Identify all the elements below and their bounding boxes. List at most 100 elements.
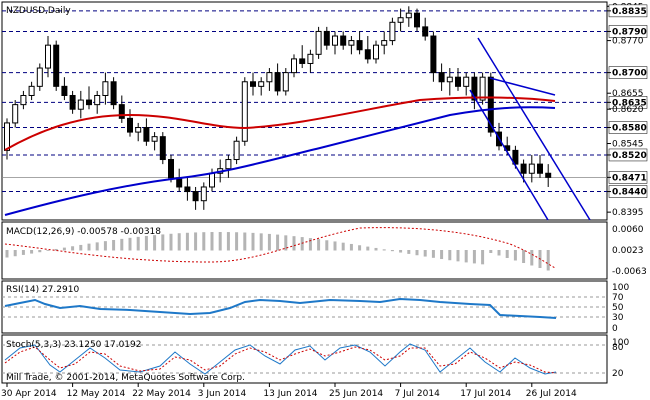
- stoch-pane-frame: [1, 334, 608, 384]
- macd-bar: [366, 246, 370, 251]
- candle: [479, 72, 486, 105]
- chart-title: NZDUSD,Daily: [6, 6, 71, 16]
- candle: [323, 26, 330, 50]
- price-tick-label: 0.8790: [612, 27, 647, 37]
- candle-body: [94, 94, 101, 106]
- macd-bar: [185, 232, 189, 251]
- stoch-tick-0: 100: [612, 338, 629, 348]
- time-tick-label: 3 Jun 2014: [198, 389, 247, 399]
- candle: [159, 132, 166, 165]
- macd-bar: [210, 232, 214, 251]
- macd-bar: [382, 249, 386, 251]
- macd-bar: [530, 250, 534, 266]
- candle: [446, 68, 453, 96]
- candle: [225, 154, 232, 178]
- candle: [389, 17, 396, 46]
- macd-bar: [161, 234, 165, 251]
- macd-bar: [374, 247, 378, 251]
- candle-body: [487, 76, 494, 133]
- price-tick-label: 0.8580: [612, 124, 647, 134]
- candle: [86, 86, 92, 110]
- macd-bar: [341, 242, 345, 251]
- candle-body: [405, 12, 412, 19]
- macd-bar: [390, 250, 394, 252]
- candle-body: [438, 72, 445, 83]
- candle: [422, 17, 429, 41]
- candle: [20, 90, 27, 110]
- main-pane-frame: [1, 1, 608, 221]
- candle-body: [77, 99, 84, 110]
- candle: [4, 118, 10, 160]
- candle-body: [364, 49, 371, 60]
- macd-bar: [349, 243, 353, 251]
- candle: [471, 72, 478, 110]
- candle: [274, 63, 281, 96]
- candle: [151, 132, 158, 151]
- ma-red-line: [4, 96, 556, 151]
- candle: [438, 63, 445, 91]
- time-tick-label: 7 Jul 2014: [395, 389, 440, 399]
- candle: [299, 45, 306, 69]
- price-tick-label: 0.8545: [612, 140, 644, 150]
- rsi-line: [4, 297, 557, 319]
- macd-bar: [333, 241, 337, 251]
- macd-bar: [95, 242, 99, 251]
- candle: [373, 40, 379, 64]
- candle: [528, 154, 535, 183]
- macd-bar: [522, 250, 526, 263]
- macd-bar: [21, 250, 25, 255]
- candle-body: [422, 26, 429, 37]
- macd-bar: [489, 250, 493, 253]
- candle: [266, 68, 273, 91]
- candle-body: [520, 163, 527, 174]
- channel-lower-line: [469, 89, 549, 221]
- candle-body: [455, 76, 461, 87]
- candle-body: [332, 35, 338, 46]
- time-tick-label: 12 May 2014: [67, 389, 126, 399]
- candle-body: [86, 99, 92, 106]
- macd-tick-2: -0.0063: [612, 267, 647, 277]
- macd-bar: [79, 244, 83, 251]
- candle-body: [537, 163, 543, 174]
- macd-bar: [431, 250, 435, 258]
- candle-body: [127, 117, 133, 133]
- macd-bar: [243, 232, 247, 251]
- macd-bar: [456, 250, 460, 262]
- macd-bar: [169, 233, 173, 251]
- candle-body: [61, 85, 68, 96]
- candle: [397, 8, 404, 32]
- candle: [332, 31, 338, 55]
- macd-bar: [128, 237, 132, 251]
- macd-tick-1: 0.0023: [612, 246, 644, 256]
- macd-bar: [292, 236, 296, 251]
- candle-body: [266, 72, 273, 83]
- macd-bar: [448, 250, 452, 261]
- macd-bar: [267, 233, 271, 251]
- macd-bar: [112, 239, 116, 251]
- macd-bar: [308, 238, 312, 251]
- candle-body: [315, 30, 322, 55]
- candle-body: [340, 35, 347, 46]
- candle: [12, 100, 19, 128]
- ma-blue-line: [4, 106, 556, 216]
- channel-top-line: [489, 77, 556, 96]
- candle-body: [36, 67, 43, 87]
- overlays: [4, 37, 591, 221]
- candle-body: [192, 191, 199, 202]
- macd-bar: [62, 247, 66, 251]
- candle-body: [323, 30, 330, 46]
- rsi-tick-0: 100: [612, 283, 629, 293]
- candle: [315, 26, 322, 59]
- candle-body: [299, 58, 306, 64]
- price-tick-label: 0.8835: [612, 7, 647, 17]
- candle: [463, 72, 470, 96]
- candle: [241, 77, 248, 146]
- macd-bar: [440, 250, 444, 260]
- time-tick-label: 25 Jun 2014: [329, 389, 383, 399]
- macd-label: MACD(12,26,9) -0.00578 -0.00318: [6, 227, 161, 237]
- candle: [233, 136, 240, 165]
- macd-bar: [226, 232, 230, 251]
- candle-body: [28, 85, 35, 96]
- candle-body: [53, 44, 60, 87]
